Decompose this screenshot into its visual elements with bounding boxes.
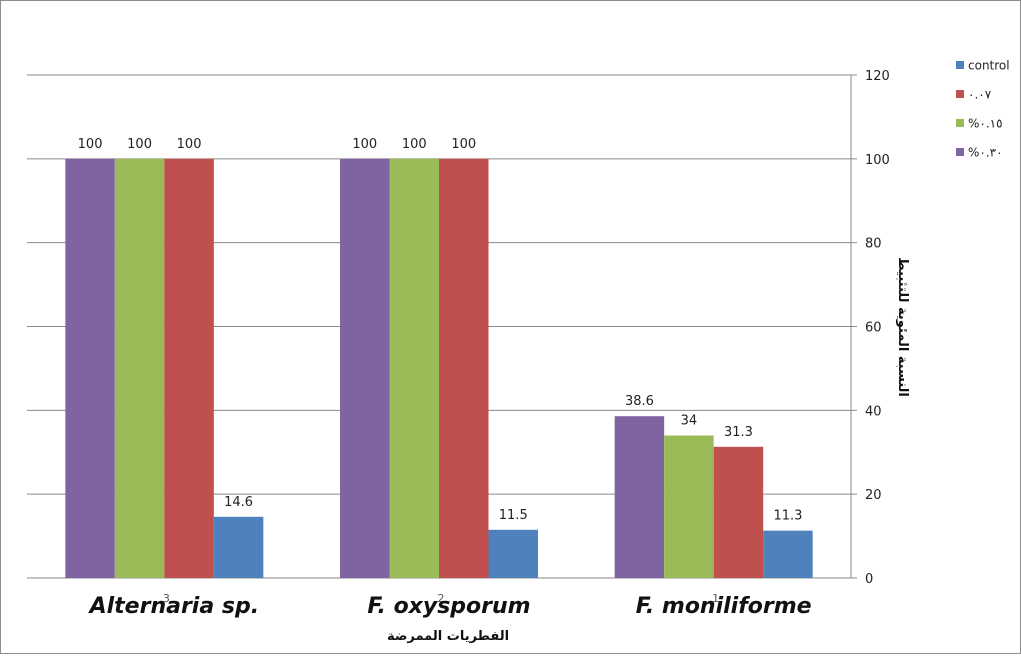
legend: control ٠.٠٧ %٠.١٥ %٠.٣٠: [956, 59, 1010, 160]
bar: [614, 416, 665, 578]
bar: [713, 446, 764, 578]
bars: [65, 158, 813, 579]
data-label: 14.6: [224, 495, 253, 510]
bar: [389, 158, 439, 579]
legend-swatch: [956, 148, 964, 156]
category-label: F. moniliforme: [636, 594, 812, 619]
data-label: 100: [78, 137, 103, 152]
data-label: 100: [402, 137, 427, 152]
data-label: 100: [177, 137, 202, 152]
bar: [488, 529, 538, 578]
bar: [763, 530, 813, 578]
bar: [664, 435, 714, 578]
legend-swatch: [956, 61, 964, 69]
category-index: 2: [438, 592, 445, 605]
bar: [439, 158, 489, 579]
category-index: 1: [712, 592, 719, 605]
bar: [340, 158, 390, 579]
y-tick-label: 40: [865, 404, 882, 419]
y-tick-label: 60: [865, 321, 882, 336]
y-tick-label: 20: [865, 488, 882, 503]
category-label: Alternaria sp.: [88, 594, 259, 619]
data-label: 11.3: [773, 509, 802, 524]
data-label: 38.6: [625, 394, 654, 409]
y-axis-title: النسبة المئوية للتثبيط: [895, 257, 910, 397]
y-tick-label: 0: [865, 572, 873, 587]
legend-swatch: [956, 119, 964, 127]
data-labels: 100 100 100 14.6 100 100 100 11.5 38.6 34 31.3 11.3: [78, 137, 803, 524]
data-label: 100: [352, 137, 377, 152]
category-index: 3: [163, 592, 170, 605]
bar: [114, 158, 165, 579]
data-label: 100: [451, 137, 476, 152]
y-tick-label: 120: [865, 69, 890, 84]
y-tick-label: 80: [865, 237, 882, 252]
data-label: 11.5: [499, 508, 528, 523]
legend-label: control: [968, 59, 1010, 73]
data-label: 31.3: [724, 425, 753, 440]
data-label: 34: [681, 413, 698, 428]
x-axis-title: الفطريات الممرضة: [387, 629, 509, 644]
y-axis-ticks: 0 20 40 60 80 100 120: [850, 69, 890, 587]
legend-label: %٠.٣٠: [968, 146, 1003, 160]
bar: [65, 158, 115, 579]
category-label: F. oxysporum: [367, 594, 530, 619]
legend-label: ٠.٠٧: [968, 88, 992, 102]
bar: [213, 516, 264, 578]
legend-label: %٠.١٥: [968, 117, 1003, 131]
bar: [164, 158, 214, 579]
legend-swatch: [956, 90, 964, 98]
y-tick-label: 100: [865, 153, 890, 168]
data-label: 100: [127, 137, 152, 152]
